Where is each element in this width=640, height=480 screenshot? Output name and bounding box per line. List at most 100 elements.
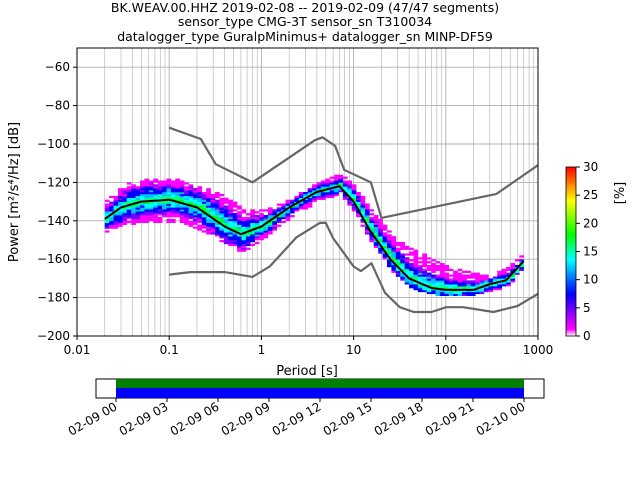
psd-cell [387, 245, 392, 248]
psd-cell [294, 207, 300, 210]
psd-cell [422, 286, 427, 289]
psd-cell [413, 270, 419, 273]
psd-cell [197, 190, 203, 193]
psd-cell [144, 207, 150, 210]
psd-cell [519, 264, 525, 268]
psd-cell [334, 176, 339, 179]
psd-cell [263, 234, 269, 237]
psd-cell [439, 280, 445, 283]
psd-cell [342, 184, 348, 187]
psd-cell [157, 209, 163, 212]
psd-cell [448, 293, 454, 296]
psd-cell [122, 192, 128, 195]
psd-cell [162, 209, 167, 212]
psd-cell [144, 215, 150, 218]
psd-cell [272, 213, 278, 216]
psd-cell [448, 274, 454, 277]
timeline-tick-label: 02-09 18 [372, 399, 426, 438]
psd-cell [431, 291, 436, 295]
psd-cell [192, 216, 198, 220]
psd-cell [501, 268, 507, 272]
psd-cell [162, 186, 167, 189]
psd-cell [475, 286, 480, 289]
psd-cell [347, 192, 353, 195]
psd-cell [444, 266, 450, 270]
psd-cell [382, 243, 388, 247]
psd-cell [391, 238, 397, 241]
psd-cell [409, 280, 414, 283]
psd-cell [431, 263, 436, 266]
psd-cell [298, 193, 304, 197]
psd-cell [444, 264, 450, 268]
psd-cell [215, 195, 220, 199]
psd-cell [113, 205, 119, 208]
psd-cell [175, 180, 181, 183]
psd-cell [228, 218, 233, 222]
psd-cell [228, 224, 233, 227]
psd-cell [219, 199, 225, 202]
psd-cell [404, 282, 410, 285]
psd-cell [382, 234, 388, 237]
psd-cell [382, 224, 388, 227]
psd-cell [166, 195, 172, 199]
psd-cell [391, 241, 397, 245]
psd-cell [479, 280, 485, 283]
psd-cell [192, 207, 198, 210]
psd-cell [166, 205, 172, 208]
psd-cell [272, 224, 278, 227]
psd-cell [197, 216, 203, 220]
psd-cell [197, 205, 203, 208]
psd-cell [228, 205, 233, 208]
psd-cell [223, 236, 229, 239]
x-tick-label: 10 [346, 343, 361, 357]
psd-cell [342, 176, 348, 179]
y-tick-label: −80 [45, 99, 70, 113]
psd-cell [259, 213, 264, 216]
psd-cell [435, 276, 441, 279]
psd-cell [479, 276, 485, 279]
psd-cell [135, 213, 141, 216]
psd-cell [206, 201, 211, 204]
psd-cell [466, 289, 472, 293]
psd-cell [475, 276, 480, 279]
psd-cell [223, 211, 229, 214]
psd-cell [267, 207, 273, 210]
psd-cell [215, 203, 220, 206]
psd-cell [444, 289, 450, 293]
psd-cell [387, 234, 392, 237]
psd-cell [135, 192, 141, 195]
psd-cell [131, 211, 136, 214]
psd-cell [241, 230, 247, 233]
psd-cell [320, 195, 326, 199]
psd-cell [104, 218, 110, 222]
psd-cell [281, 203, 286, 206]
psd-cell [510, 263, 516, 266]
psd-cell [109, 215, 114, 218]
psd-cell [109, 218, 114, 222]
psd-cell [113, 224, 119, 227]
psd-cell [135, 188, 141, 191]
nhnm-curve [168, 126, 538, 219]
psd-cell [417, 274, 423, 277]
psd-cell [404, 259, 410, 262]
psd-cell [510, 276, 516, 279]
psd-cell [157, 188, 163, 191]
psd-cell [431, 289, 436, 293]
psd-cell [457, 268, 463, 272]
psd-cell [219, 216, 225, 220]
psd-cell [135, 209, 141, 212]
psd-cell [157, 195, 163, 199]
psd-cell [122, 218, 128, 222]
psd-cell [356, 199, 361, 202]
psd-cell [475, 272, 480, 275]
psd-cell [400, 274, 405, 277]
psd-cell [466, 274, 472, 277]
psd-cell [245, 240, 251, 243]
psd-cell [131, 218, 136, 222]
psd-cell [400, 245, 405, 248]
psd-cell [413, 266, 419, 270]
psd-cell [484, 276, 489, 279]
psd-cell [241, 220, 247, 224]
psd-cell [422, 253, 427, 256]
psd-cell [422, 289, 427, 293]
